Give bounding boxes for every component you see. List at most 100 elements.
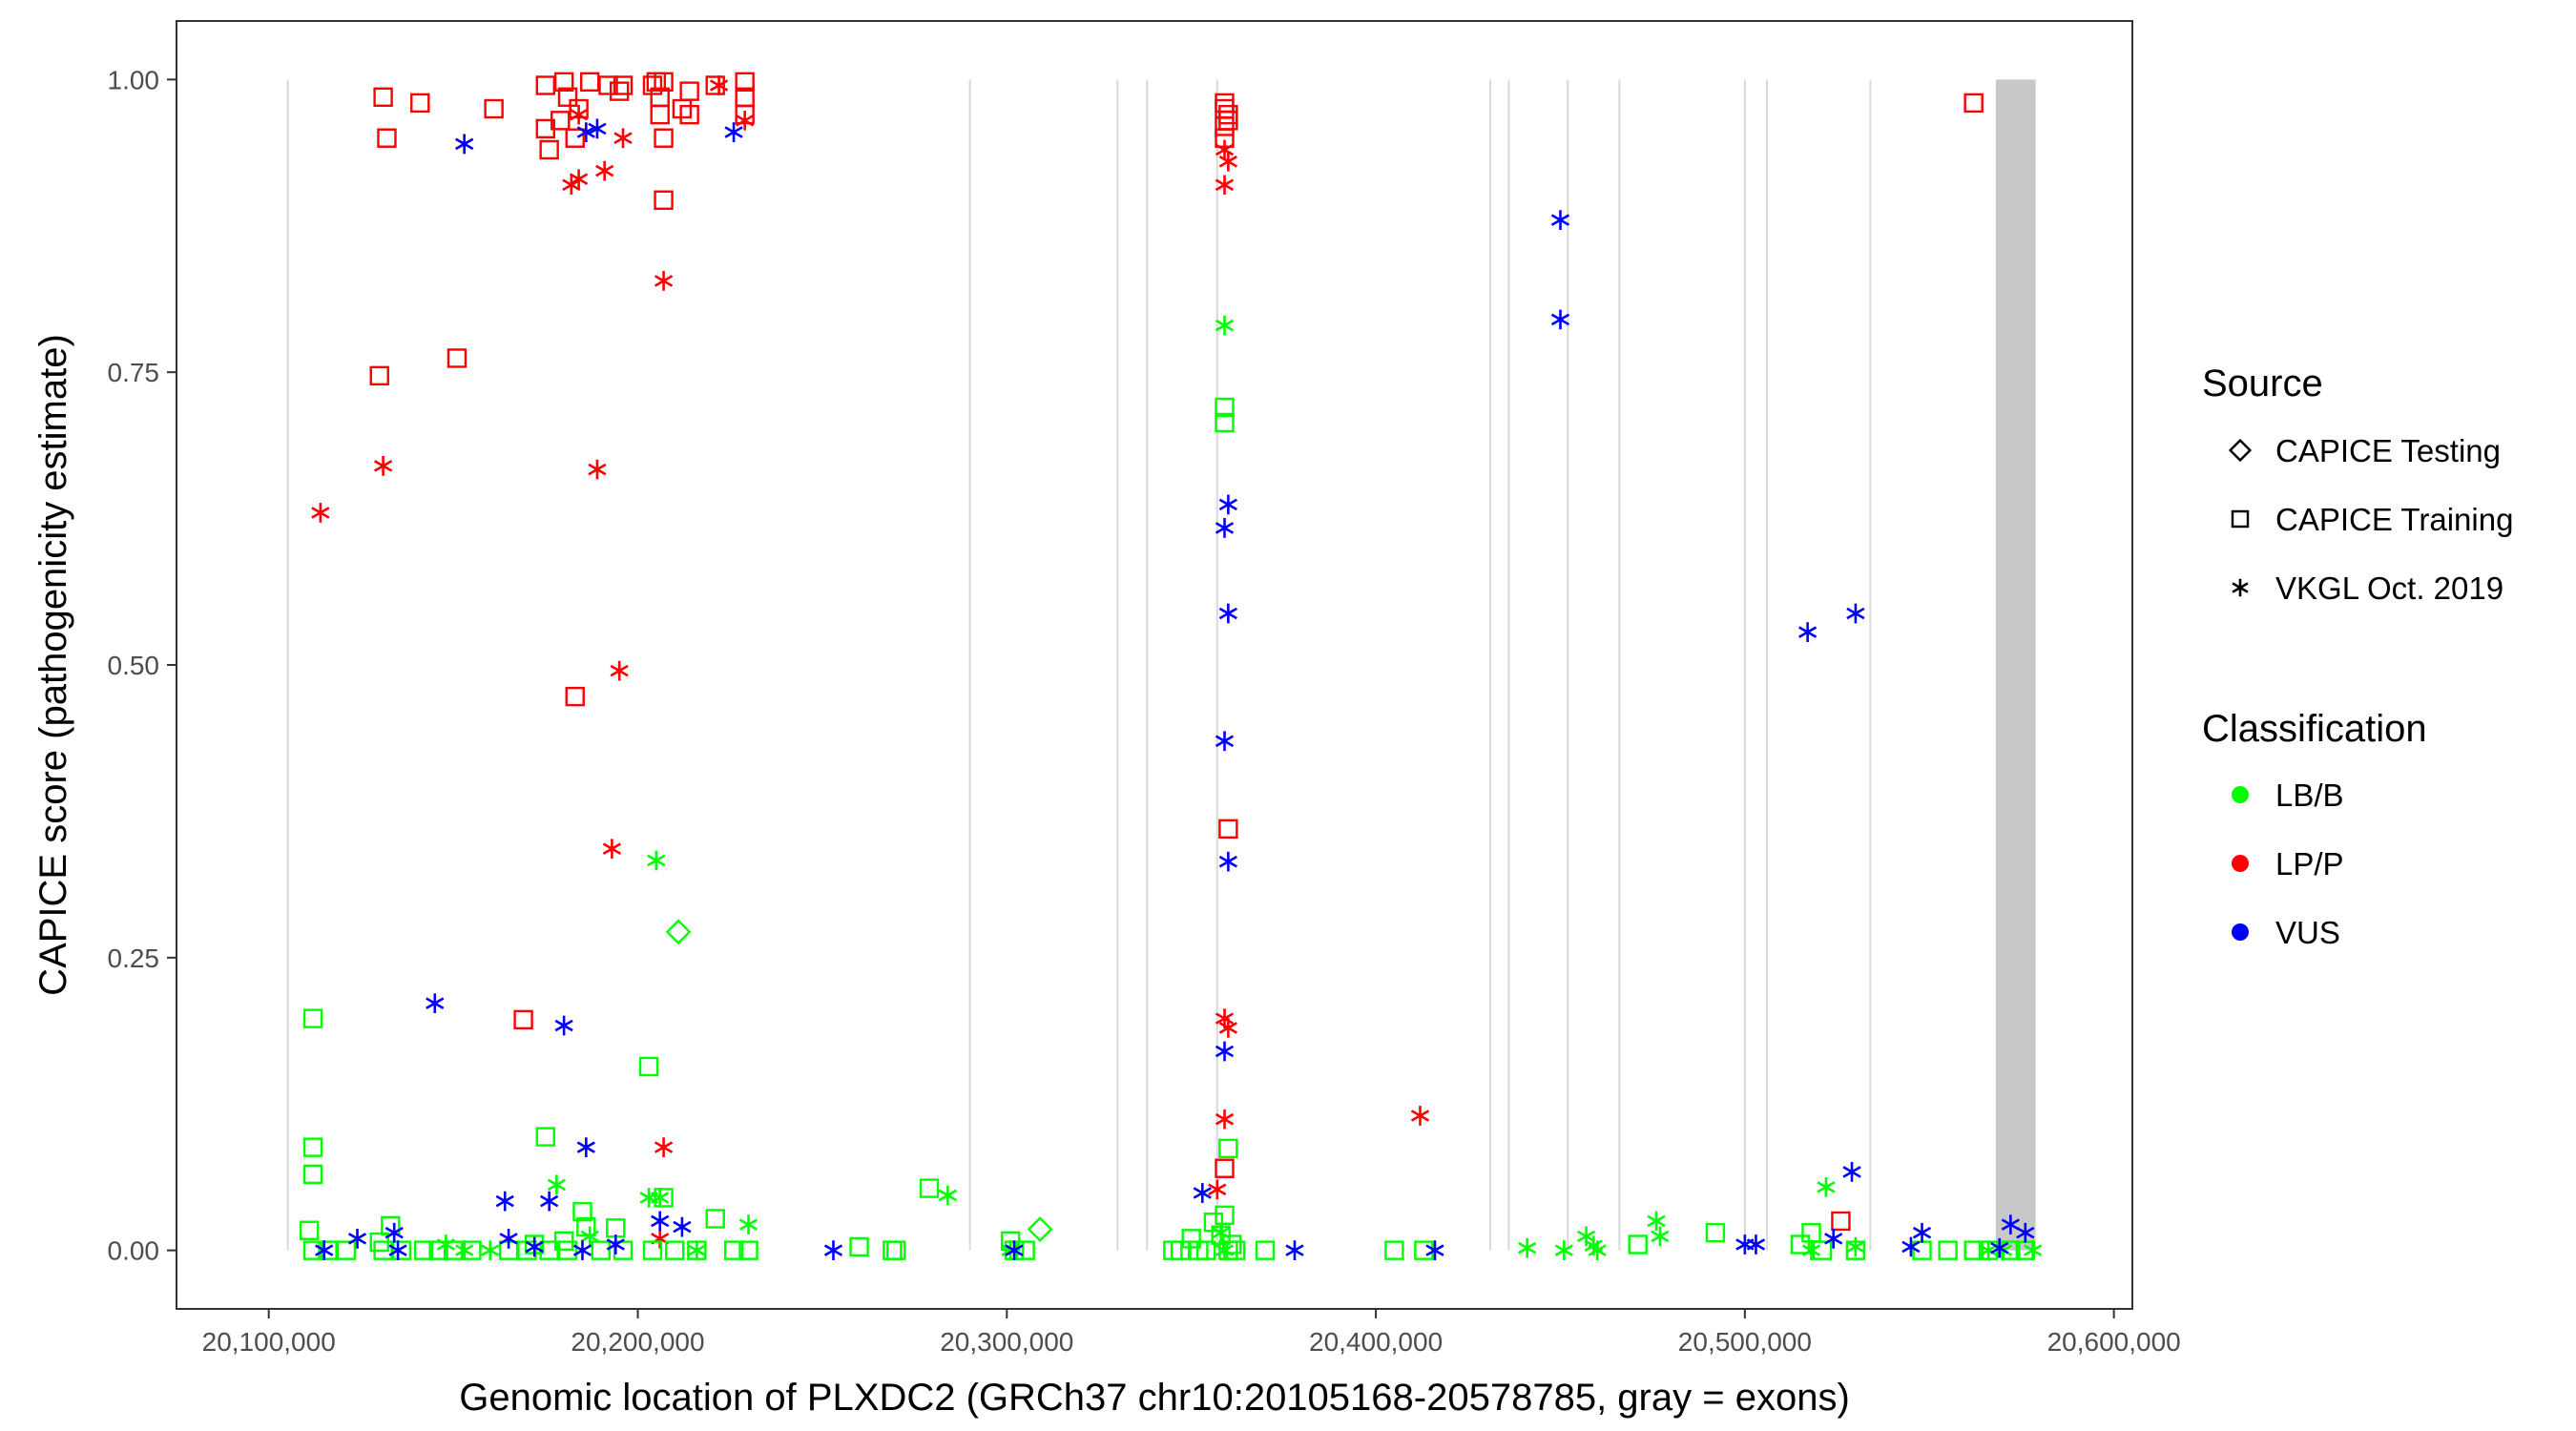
data-point	[388, 1240, 407, 1260]
data-point	[302, 1164, 323, 1185]
data-point	[1912, 1222, 1932, 1243]
series-lpp-square	[369, 72, 1984, 1232]
data-point	[651, 1211, 670, 1232]
data-point	[1647, 1211, 1666, 1232]
data-point	[300, 1220, 320, 1240]
data-point	[1817, 1177, 1836, 1197]
data-point	[723, 1240, 744, 1260]
data-point	[654, 190, 674, 210]
data-point	[1215, 1240, 1235, 1260]
data-point	[557, 1240, 578, 1260]
data-point	[484, 98, 504, 119]
data-point	[1170, 1240, 1191, 1260]
data-point	[1218, 1018, 1237, 1038]
data-point	[1518, 1237, 1537, 1258]
data-point	[1218, 494, 1237, 515]
legend-source-item: CAPICE Training	[2231, 502, 2513, 537]
legend-classification-items: LB/B LP/P VUS	[2232, 778, 2344, 950]
data-point	[1208, 1179, 1227, 1200]
data-point	[1212, 1222, 1231, 1243]
legend-key-dot	[2232, 923, 2249, 941]
data-point	[2023, 1240, 2043, 1260]
data-point	[481, 1240, 500, 1260]
data-point	[1705, 1223, 1726, 1243]
series-lbb-diamond	[665, 919, 1053, 1242]
legend-source-label: CAPICE Testing	[2275, 433, 2501, 468]
data-point	[1824, 1229, 1843, 1249]
data-point	[513, 1009, 533, 1030]
data-point	[580, 1226, 599, 1247]
legend-key-dot	[2232, 786, 2249, 803]
data-point	[705, 75, 725, 95]
exon-bands	[286, 79, 2036, 1251]
data-point	[1215, 1158, 1235, 1178]
data-point	[654, 72, 674, 93]
data-point	[919, 1178, 940, 1198]
data-point	[302, 1240, 323, 1260]
data-point	[679, 81, 699, 101]
x-tick-label: 20,300,000	[940, 1327, 1073, 1357]
data-point	[1285, 1240, 1304, 1260]
data-point	[391, 1240, 412, 1260]
data-point	[1215, 1041, 1235, 1062]
data-point	[565, 128, 585, 148]
data-point	[1225, 1240, 1246, 1260]
data-point	[609, 81, 630, 101]
data-point	[565, 686, 585, 707]
data-point	[580, 72, 600, 93]
legend-source-items: CAPICE Testing CAPICE Training VKGL Oct. 2…	[2228, 433, 2513, 606]
data-point	[1628, 1234, 1648, 1255]
data-point	[1215, 116, 1235, 136]
legend-class-item: LB/B	[2232, 778, 2344, 813]
data-point	[1550, 210, 1570, 230]
data-point	[1218, 151, 1237, 172]
data-points	[300, 72, 2043, 1260]
data-point	[1384, 1240, 1404, 1260]
data-point	[535, 1127, 555, 1147]
data-point	[886, 1240, 906, 1260]
data-point	[638, 1056, 659, 1077]
data-point	[1790, 1234, 1811, 1255]
data-point	[373, 87, 393, 107]
data-point	[384, 1222, 404, 1243]
legend-source-label: VKGL Oct. 2019	[2275, 570, 2503, 606]
legend-source-item: VKGL Oct. 2019	[2232, 570, 2503, 606]
data-point	[1218, 851, 1237, 872]
data-point	[576, 1137, 595, 1157]
data-point	[373, 1240, 393, 1260]
legend-source-label: CAPICE Training	[2275, 502, 2513, 537]
legend-class-label: VUS	[2275, 915, 2340, 950]
exon-band	[1995, 79, 2036, 1251]
y-axis: 0.00 0.25 0.50 0.75 1.00	[108, 65, 177, 1266]
data-point	[1963, 93, 1984, 114]
data-point	[554, 1015, 573, 1036]
data-point	[1215, 412, 1235, 433]
data-point	[1215, 397, 1235, 418]
legend-key-square	[2231, 509, 2250, 529]
data-point	[553, 72, 574, 93]
data-point	[738, 1214, 758, 1234]
data-point	[687, 1240, 706, 1260]
data-point	[539, 139, 559, 160]
data-point	[1215, 1205, 1235, 1226]
data-point	[1414, 1240, 1434, 1260]
data-point	[654, 271, 674, 291]
data-point	[1015, 1240, 1035, 1260]
legend-class-item: VUS	[2232, 915, 2340, 950]
data-point	[495, 1191, 514, 1212]
data-point	[1651, 1226, 1670, 1247]
data-point	[595, 160, 614, 181]
data-point	[1195, 1240, 1216, 1260]
data-point	[540, 1191, 559, 1212]
data-point	[455, 1240, 474, 1260]
data-point	[588, 459, 607, 480]
data-point	[654, 1137, 674, 1157]
x-tick-label: 20,600,000	[2047, 1327, 2181, 1357]
data-point	[377, 128, 397, 148]
data-point	[1215, 518, 1235, 538]
data-point	[572, 1240, 592, 1260]
data-point	[602, 839, 622, 860]
data-point	[1215, 315, 1235, 336]
data-point	[724, 122, 743, 142]
series-lpp-asterisk	[311, 75, 1430, 1249]
